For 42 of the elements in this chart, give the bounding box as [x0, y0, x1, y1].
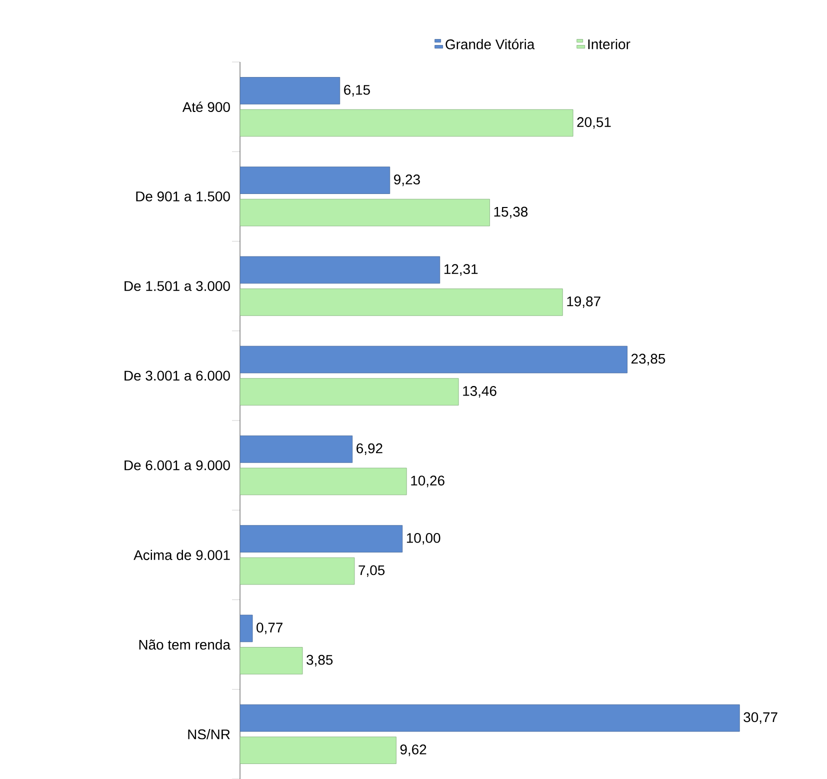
bar — [240, 468, 407, 495]
bar — [240, 614, 253, 642]
bar — [240, 198, 490, 226]
data-label: 20,51 — [577, 117, 611, 129]
data-label: 30,77 — [744, 712, 778, 724]
data-label: 15,38 — [494, 206, 528, 218]
bar — [240, 736, 396, 764]
bar — [240, 256, 440, 284]
bar — [240, 166, 390, 194]
y-tick-label: Acima de 9.001 — [134, 550, 230, 560]
y-tick-label: De 1.501 a 3.000 — [124, 281, 230, 291]
data-label: 3,85 — [306, 654, 333, 666]
y-tick-label: De 6.001 a 9.000 — [124, 460, 230, 470]
data-label: 19,87 — [567, 296, 600, 308]
bar — [240, 378, 459, 406]
bar — [240, 346, 628, 374]
y-tick-label: Não tem renda — [139, 639, 230, 650]
bar — [240, 76, 340, 104]
data-label: 10,00 — [406, 532, 440, 544]
legend-label: Interior — [588, 38, 630, 50]
bar — [240, 704, 740, 732]
bar — [240, 288, 563, 316]
data-label: 0,77 — [256, 622, 282, 634]
legend-label: Grande Vitória — [446, 38, 535, 50]
data-label: 13,46 — [463, 386, 496, 398]
data-label: 6,15 — [344, 84, 370, 96]
y-tick-label: De 901 a 1.500 — [136, 191, 230, 202]
bar — [240, 557, 355, 585]
y-tick-label: Até 900 — [182, 102, 230, 112]
y-tick-label: NS/NR — [188, 728, 230, 740]
data-label: 9,23 — [394, 174, 420, 186]
data-label: 23,85 — [631, 354, 666, 366]
bar — [240, 109, 574, 136]
bar — [240, 646, 303, 674]
data-label: 10,26 — [411, 476, 444, 488]
bar — [240, 525, 403, 552]
data-label: 9,62 — [400, 744, 426, 756]
bar — [240, 435, 353, 463]
data-label: 12,31 — [444, 264, 478, 276]
y-tick-label: De 3.001 a 6.000 — [124, 370, 230, 381]
data-label: 7,05 — [358, 565, 385, 577]
data-label: 6,92 — [356, 443, 382, 455]
